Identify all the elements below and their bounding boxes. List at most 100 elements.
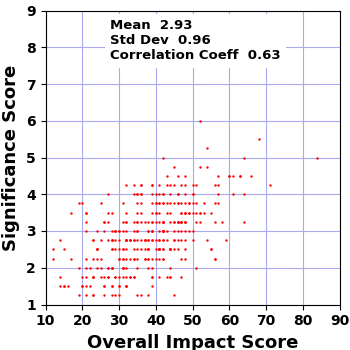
- Point: [182, 173, 188, 178]
- X-axis label: Overall Impact Score: Overall Impact Score: [87, 334, 298, 350]
- Point: [83, 228, 89, 234]
- Point: [138, 191, 144, 197]
- Point: [153, 256, 159, 261]
- Point: [138, 246, 144, 252]
- Point: [190, 191, 195, 197]
- Point: [124, 210, 129, 215]
- Point: [61, 246, 67, 252]
- Point: [120, 246, 126, 252]
- Point: [172, 228, 177, 234]
- Point: [157, 237, 162, 243]
- Point: [172, 164, 177, 169]
- Point: [172, 219, 177, 225]
- Point: [79, 284, 85, 289]
- Point: [208, 210, 213, 215]
- Point: [98, 201, 104, 206]
- Point: [142, 237, 148, 243]
- Point: [168, 246, 173, 252]
- Point: [153, 237, 159, 243]
- Point: [160, 228, 166, 234]
- Point: [164, 237, 170, 243]
- Point: [138, 182, 144, 188]
- Point: [142, 237, 148, 243]
- Point: [149, 228, 155, 234]
- Point: [190, 191, 195, 197]
- Point: [90, 274, 96, 280]
- Point: [160, 219, 166, 225]
- Point: [149, 274, 155, 280]
- Point: [197, 219, 203, 225]
- Point: [149, 219, 155, 225]
- Point: [120, 265, 126, 271]
- Point: [113, 237, 118, 243]
- Point: [109, 246, 114, 252]
- Point: [90, 237, 96, 243]
- Point: [146, 256, 151, 261]
- Point: [186, 228, 192, 234]
- Point: [216, 173, 221, 178]
- Point: [160, 256, 166, 261]
- Point: [212, 201, 217, 206]
- Point: [182, 191, 188, 197]
- Point: [190, 228, 195, 234]
- Point: [124, 274, 129, 280]
- Point: [142, 237, 148, 243]
- Point: [182, 201, 188, 206]
- Point: [127, 237, 133, 243]
- Point: [204, 146, 210, 151]
- Point: [157, 182, 162, 188]
- Point: [182, 210, 188, 215]
- Point: [113, 274, 118, 280]
- Point: [131, 246, 136, 252]
- Point: [124, 237, 129, 243]
- Point: [230, 191, 236, 197]
- Point: [172, 246, 177, 252]
- Point: [168, 182, 173, 188]
- Point: [146, 265, 151, 271]
- Point: [175, 219, 181, 225]
- Point: [131, 274, 136, 280]
- Point: [105, 265, 111, 271]
- Point: [120, 265, 126, 271]
- Point: [146, 293, 151, 298]
- Point: [157, 219, 162, 225]
- Point: [124, 219, 129, 225]
- Point: [124, 237, 129, 243]
- Point: [241, 155, 247, 160]
- Point: [149, 191, 155, 197]
- Point: [149, 256, 155, 261]
- Point: [146, 237, 151, 243]
- Point: [134, 228, 140, 234]
- Point: [120, 219, 126, 225]
- Point: [182, 246, 188, 252]
- Point: [256, 136, 261, 142]
- Point: [226, 173, 232, 178]
- Point: [124, 284, 129, 289]
- Point: [182, 210, 188, 215]
- Point: [182, 182, 188, 188]
- Point: [138, 182, 144, 188]
- Point: [94, 246, 100, 252]
- Point: [138, 201, 144, 206]
- Point: [102, 219, 107, 225]
- Point: [116, 284, 122, 289]
- Point: [127, 237, 133, 243]
- Point: [116, 293, 122, 298]
- Point: [124, 219, 129, 225]
- Point: [138, 219, 144, 225]
- Point: [168, 246, 173, 252]
- Point: [109, 228, 114, 234]
- Point: [182, 210, 188, 215]
- Point: [197, 118, 203, 124]
- Point: [179, 219, 184, 225]
- Point: [65, 284, 70, 289]
- Point: [83, 256, 89, 261]
- Point: [190, 201, 195, 206]
- Point: [168, 210, 173, 215]
- Point: [120, 228, 126, 234]
- Point: [164, 210, 170, 215]
- Point: [168, 265, 173, 271]
- Point: [94, 246, 100, 252]
- Point: [190, 210, 195, 215]
- Point: [212, 256, 217, 261]
